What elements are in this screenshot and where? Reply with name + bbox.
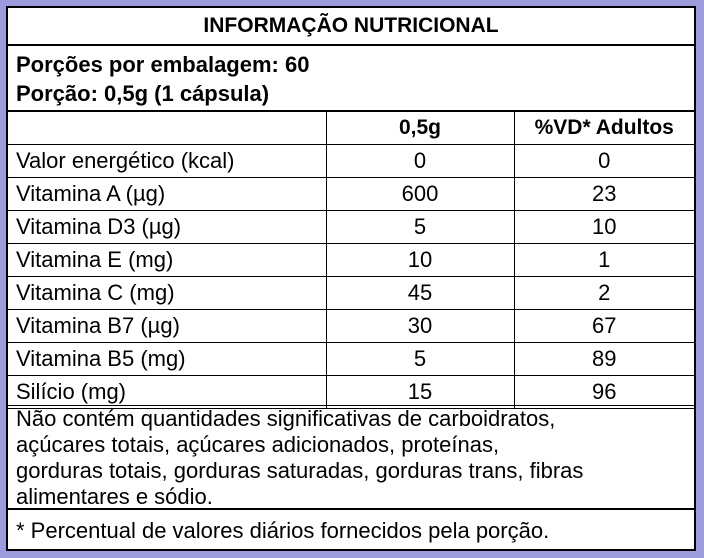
nutrient-name: Valor energético (kcal) bbox=[8, 144, 327, 178]
nutrition-facts-label: INFORMAÇÃO NUTRICIONAL Porções por embal… bbox=[6, 6, 696, 551]
nutrient-table: 0,5g %VD* Adultos Valor energético (kcal… bbox=[8, 112, 694, 409]
nutrient-dv: 10 bbox=[513, 210, 694, 244]
nutrient-amount: 10 bbox=[325, 243, 515, 277]
nutrient-dv: 1 bbox=[513, 243, 694, 277]
nutrient-amount: 0 bbox=[325, 144, 515, 178]
nutrient-dv: 2 bbox=[513, 276, 694, 310]
nutrient-amount: 5 bbox=[325, 342, 515, 376]
table-row: Vitamina A (µg) 600 23 bbox=[8, 177, 694, 211]
nutrient-dv: 0 bbox=[513, 144, 694, 178]
daily-value-footnote: * Percentual de valores diários fornecid… bbox=[16, 518, 550, 543]
nutrient-name: Vitamina A (µg) bbox=[8, 177, 327, 211]
note-line: alimentares e sódio. bbox=[16, 484, 213, 509]
table-row: Vitamina C (mg) 45 2 bbox=[8, 276, 694, 310]
nutrient-name: Vitamina C (mg) bbox=[8, 276, 327, 310]
nutrient-dv: 96 bbox=[513, 375, 694, 409]
table-row: Vitamina E (mg) 10 1 bbox=[8, 243, 694, 277]
serving-info: Porções por embalagem: 60 Porção: 0,5g (… bbox=[8, 46, 694, 112]
table-row: Silício (mg) 15 96 bbox=[8, 375, 694, 409]
not-significant-note: Não contém quantidades significativas de… bbox=[8, 405, 694, 510]
label-title: INFORMAÇÃO NUTRICIONAL bbox=[8, 8, 694, 46]
nutrient-dv: 89 bbox=[513, 342, 694, 376]
nutrient-amount: 5 bbox=[325, 210, 515, 244]
note-line: gorduras totais, gorduras saturadas, gor… bbox=[16, 458, 584, 483]
servings-per-package: Porções por embalagem: 60 bbox=[16, 52, 310, 77]
nutrient-name: Silício (mg) bbox=[8, 375, 327, 409]
nutrient-name: Vitamina E (mg) bbox=[8, 243, 327, 277]
nutrient-amount: 45 bbox=[325, 276, 515, 310]
nutrient-amount: 600 bbox=[325, 177, 515, 211]
header-nutrient bbox=[8, 112, 327, 145]
serving-size: Porção: 0,5g (1 cápsula) bbox=[16, 81, 270, 106]
table-row: Vitamina D3 (µg) 5 10 bbox=[8, 210, 694, 244]
nutrient-amount: 30 bbox=[325, 309, 515, 343]
nutrient-name: Vitamina B7 (µg) bbox=[8, 309, 327, 343]
nutrient-dv: 67 bbox=[513, 309, 694, 343]
table-row: Valor energético (kcal) 0 0 bbox=[8, 144, 694, 178]
header-amount: 0,5g bbox=[325, 112, 515, 145]
table-header-row: 0,5g %VD* Adultos bbox=[8, 112, 694, 145]
note-line: Não contém quantidades significativas de… bbox=[16, 406, 556, 431]
nutrient-dv: 23 bbox=[513, 177, 694, 211]
nutrient-name: Vitamina B5 (mg) bbox=[8, 342, 327, 376]
table-row: Vitamina B7 (µg) 30 67 bbox=[8, 309, 694, 343]
table-row: Vitamina B5 (mg) 5 89 bbox=[8, 342, 694, 376]
header-daily-value: %VD* Adultos bbox=[513, 112, 694, 145]
nutrient-name: Vitamina D3 (µg) bbox=[8, 210, 327, 244]
note-line: açúcares totais, açúcares adicionados, p… bbox=[16, 432, 500, 457]
nutrient-amount: 15 bbox=[325, 375, 515, 409]
